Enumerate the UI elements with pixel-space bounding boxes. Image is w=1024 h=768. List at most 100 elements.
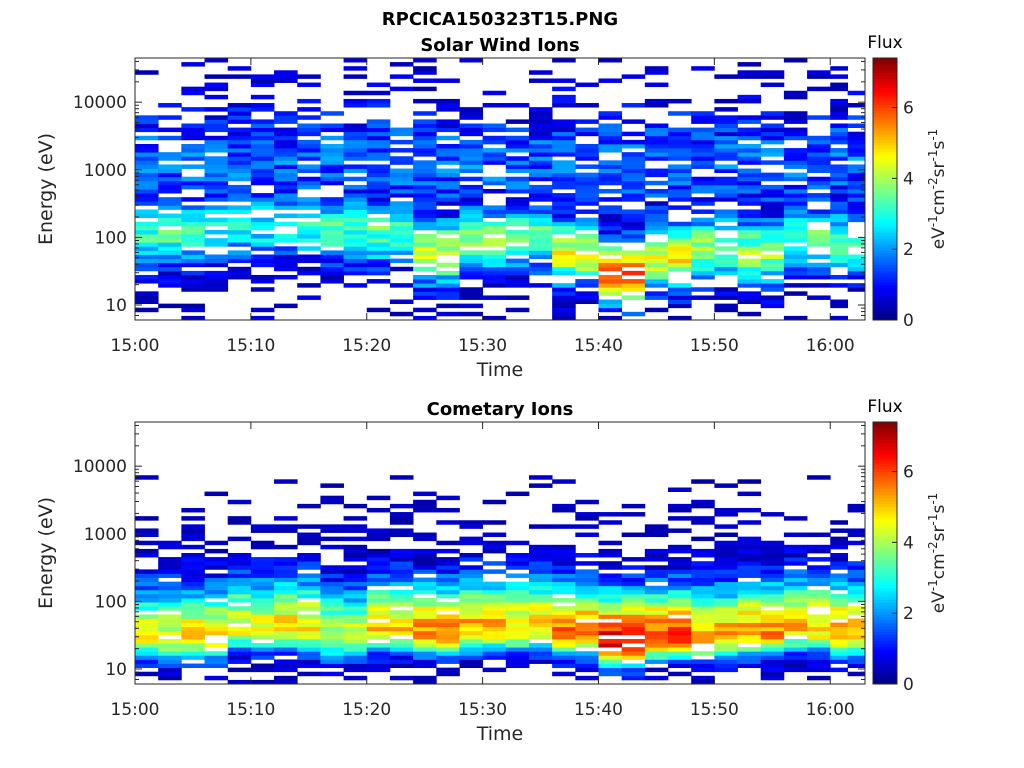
spectrogram-cell — [366, 139, 391, 145]
spectrogram-cell — [135, 221, 159, 227]
spectrogram-cell — [459, 156, 484, 161]
spectrogram-cell — [691, 254, 715, 259]
spectrogram-cell — [436, 557, 460, 562]
spectrogram-cell — [575, 667, 599, 673]
colorbar-swatch — [873, 305, 897, 309]
spectrogram-cell — [714, 131, 738, 137]
spectrogram-cell — [760, 148, 785, 153]
spectrogram-cell — [552, 287, 576, 292]
spectrogram-cell — [644, 565, 669, 570]
spectrogram-cell — [389, 659, 414, 664]
spectrogram-cell — [227, 209, 252, 214]
spectrogram-cell — [807, 213, 831, 219]
spectrogram-cell — [621, 610, 646, 615]
spectrogram-cell — [621, 180, 646, 186]
spectrogram-cell — [250, 164, 275, 169]
spectrogram-cell — [227, 119, 252, 124]
spectrogram-cell — [297, 659, 321, 664]
unit-exponent: -1 — [926, 129, 940, 141]
spectrogram-cell — [181, 507, 205, 513]
colorbar-swatch — [873, 200, 897, 205]
spectrogram-cell — [204, 655, 229, 660]
spectrogram-cell — [135, 581, 159, 587]
spectrogram-cell — [436, 520, 460, 525]
spectrogram-cell — [250, 221, 275, 227]
spectrogram-cell — [204, 651, 229, 656]
spectrogram-cell — [552, 295, 576, 300]
spectrogram-cell — [343, 262, 368, 268]
spectrogram-cell — [575, 180, 599, 186]
spectrogram-cell — [158, 234, 182, 239]
spectrogram-cell — [714, 667, 738, 673]
spectrogram-cell — [343, 528, 368, 533]
spectrogram-cell — [737, 610, 762, 615]
spectrogram-cell — [644, 131, 669, 137]
spectrogram-cell — [714, 630, 738, 636]
spectrogram-cell — [621, 647, 646, 652]
spectrogram-cell — [737, 131, 762, 137]
spectrogram-cell — [737, 663, 762, 669]
spectrogram-cell — [413, 250, 437, 255]
spectrogram-cell — [714, 135, 738, 141]
spectrogram-cell — [413, 246, 437, 251]
spectrogram-cell — [343, 614, 368, 619]
spectrogram-cell — [204, 107, 229, 112]
colorbar-swatch — [873, 75, 897, 79]
spectrogram-cell — [783, 577, 808, 583]
panel-title: Cometary Ions — [427, 399, 574, 420]
spectrogram-cell — [366, 90, 391, 96]
spectrogram-cell — [783, 115, 808, 120]
spectrogram-cell — [830, 262, 849, 268]
spectrogram-cell — [830, 528, 849, 533]
spectrogram-cell — [366, 569, 391, 574]
spectrogram-cell — [436, 279, 460, 284]
spectrogram-cell — [227, 160, 252, 165]
spectrogram-cell — [158, 565, 182, 570]
spectrogram-cell — [436, 250, 460, 255]
spectrogram-cell — [760, 299, 785, 305]
spectrogram-cell — [343, 283, 368, 288]
spectrogram-cell — [181, 254, 205, 259]
spectrogram-cell — [227, 638, 252, 644]
spectrogram-cell — [250, 528, 275, 533]
spectrogram-cell — [158, 663, 182, 669]
spectrogram-cell — [505, 279, 530, 284]
spectrogram-cell — [552, 131, 576, 137]
colorbar-swatch — [873, 133, 897, 138]
spectrogram-cell — [598, 585, 623, 591]
spectrogram-cell — [459, 524, 484, 529]
spectrogram-cell — [366, 663, 391, 669]
spectrogram-cell — [413, 663, 437, 669]
spectrogram-cell — [807, 229, 831, 235]
spectrogram-cell — [847, 168, 866, 174]
spectrogram-cell — [621, 217, 646, 223]
spectrogram-cell — [320, 483, 344, 488]
spectrogram-cell — [343, 131, 368, 137]
spectrogram-cell — [505, 602, 530, 607]
spectrogram-cell — [783, 213, 808, 219]
spectrogram-cell — [528, 618, 553, 623]
spectrogram-cell — [668, 172, 692, 178]
spectrogram-cell — [366, 659, 391, 664]
spectrogram-cell — [274, 189, 298, 194]
colorbar-swatch — [873, 162, 897, 167]
spectrogram-cell — [760, 127, 785, 133]
spectrogram-cell — [505, 630, 530, 636]
spectrogram-cell — [575, 291, 599, 296]
spectrogram-cell — [297, 295, 321, 300]
spectrogram-cell — [250, 123, 275, 128]
spectrogram-cell — [598, 651, 623, 656]
spectrogram-cell — [552, 148, 576, 153]
spectrogram-cell — [598, 630, 623, 636]
colorbar-swatch — [873, 675, 897, 679]
spectrogram-cell — [459, 205, 484, 210]
spectrogram-cell — [621, 655, 646, 660]
spectrogram-cell — [830, 303, 849, 309]
colorbar-swatch — [873, 494, 897, 499]
spectrogram-cell — [204, 581, 229, 587]
spectrogram-cell — [760, 643, 785, 648]
spectrogram-cell — [436, 193, 460, 198]
colorbar-swatch — [873, 637, 897, 641]
spectrogram-cell — [436, 225, 460, 231]
spectrogram-cell — [227, 242, 252, 247]
